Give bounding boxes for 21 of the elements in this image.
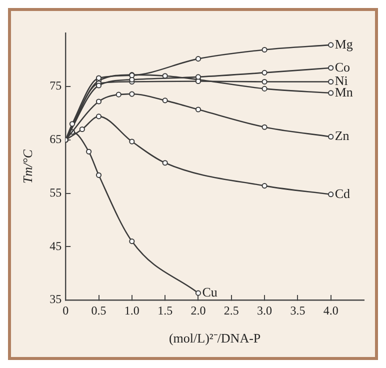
series-label: Cu (202, 284, 218, 300)
x-tick-label: 2.5 (224, 303, 239, 318)
series-label: Mg (334, 36, 354, 52)
y-axis-title: Tm/°C (20, 149, 36, 184)
series-label: Cd (334, 186, 351, 201)
y-tick-label: 35 (50, 292, 62, 306)
y-tick-label: 55 (50, 185, 62, 200)
x-tick-label: 1.5 (158, 303, 173, 318)
x-tick-label: 3.5 (290, 303, 306, 318)
y-tick-label: 45 (50, 238, 62, 253)
x-tick-label: 1.0 (124, 303, 140, 318)
y-tick-label: 75 (50, 78, 62, 93)
x-axis-title: (mol/L)²⁻/DNA-P (168, 330, 261, 346)
x-tick-label: 3.0 (257, 303, 272, 318)
series-label: Zn (334, 128, 350, 144)
y-tick-label: 65 (50, 132, 62, 146)
x-tick-label: 2.0 (190, 303, 206, 318)
x-tick-label: 0.5 (91, 303, 106, 318)
series-label: Co (334, 59, 350, 74)
x-tick-label: 0 (62, 303, 69, 318)
x-tick-label: 4.0 (323, 303, 338, 318)
